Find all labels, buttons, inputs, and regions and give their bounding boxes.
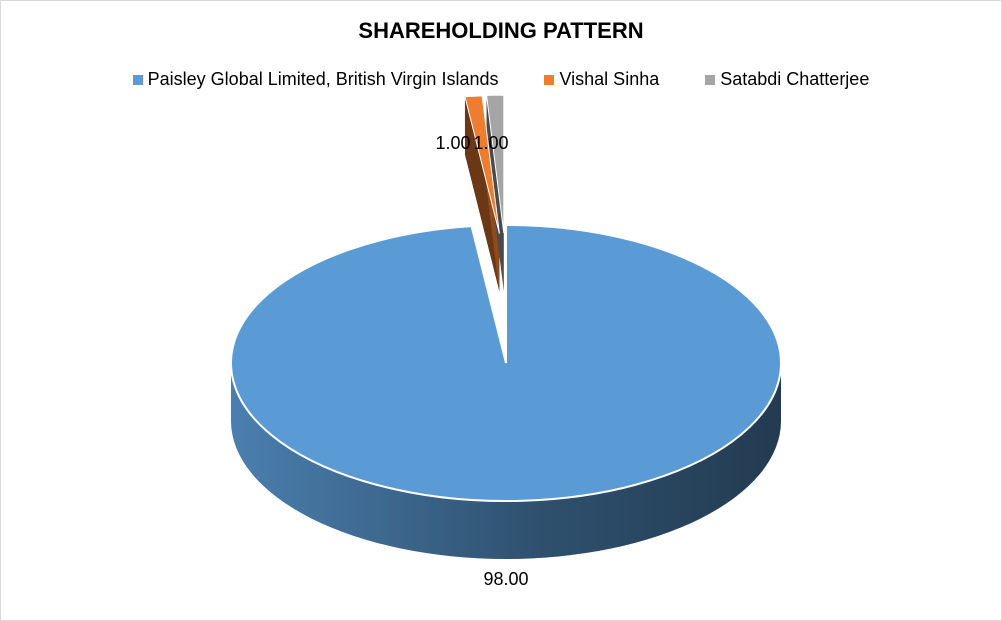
legend-label: Paisley Global Limited, British Virgin I… [147,69,499,89]
legend-swatch-icon [132,74,143,85]
pie-slice [230,223,782,502]
legend-entry: Vishal Sinha [544,69,659,90]
pie-slice-side [231,363,781,559]
legend-entry: Paisley Global Limited, British Virgin I… [132,69,499,90]
legend-swatch-icon [544,74,555,85]
data-label: 98.00 [483,569,528,589]
legend: Paisley Global Limited, British Virgin I… [1,69,1001,90]
legend-label: Vishal Sinha [559,69,660,89]
pie-slice-side [486,95,504,292]
chart-title: SHAREHOLDING PATTERN [358,18,644,43]
data-label: 1.00 [435,133,470,153]
legend-swatch-icon [705,74,716,85]
pie-slice [485,94,505,234]
legend-label: Satabdi Chatterjee [720,69,870,89]
data-label: 1.00 [473,133,508,153]
legend-entry: Satabdi Chatterjee [705,69,869,90]
pie-slice [464,95,500,234]
pie-slice-side [464,96,500,292]
